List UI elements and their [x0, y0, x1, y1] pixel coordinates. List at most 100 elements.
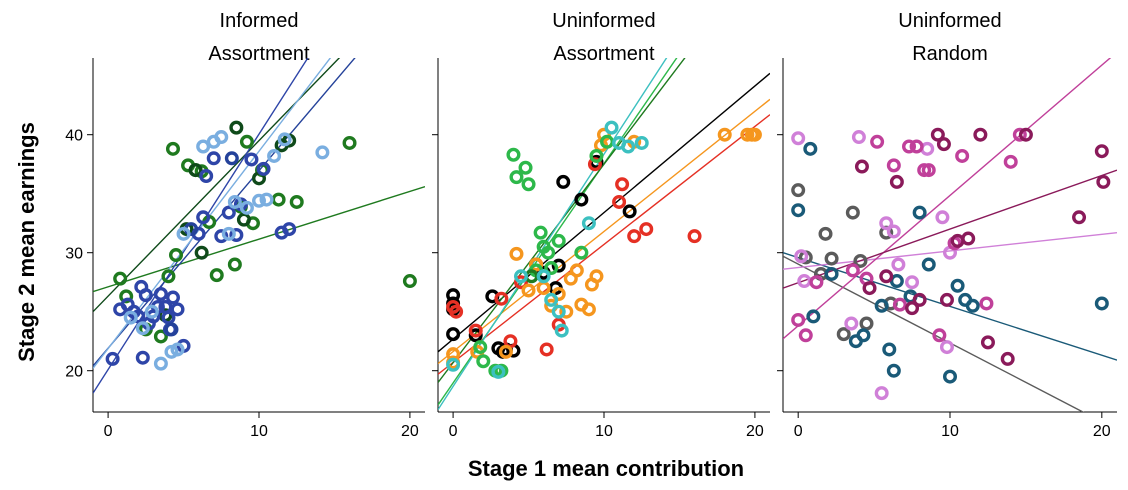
data-point: [627, 229, 642, 244]
data-point: [533, 225, 548, 240]
data-point: [950, 278, 965, 293]
data-point: [514, 275, 529, 290]
data-point: [921, 163, 936, 178]
data-point: [747, 127, 762, 142]
panel-title-line: Uninformed: [898, 10, 1001, 32]
panel-title-line: Assortment: [553, 43, 655, 65]
data-point: [856, 328, 871, 343]
fit-line: [783, 252, 1117, 361]
data-point: [569, 263, 584, 278]
fit-line: [93, 58, 332, 369]
data-point: [168, 248, 183, 263]
data-point: [170, 342, 185, 357]
data-point: [449, 304, 464, 319]
data-point: [935, 210, 950, 225]
fit-line: [438, 58, 668, 411]
data-point: [1096, 174, 1111, 189]
series-3: [105, 151, 297, 366]
data-point: [227, 194, 242, 209]
data-point: [214, 130, 229, 145]
data-point: [612, 194, 627, 209]
data-point: [518, 160, 533, 175]
data-point: [791, 131, 806, 146]
y-tick-label: 20: [65, 364, 83, 381]
x-tick-label: 0: [449, 423, 458, 440]
data-point: [402, 274, 417, 289]
data-point: [209, 268, 224, 283]
data-point: [536, 281, 551, 296]
data-point: [221, 226, 236, 241]
y-tick-label: 30: [65, 246, 83, 263]
data-point: [905, 275, 920, 290]
data-point: [521, 177, 536, 192]
data-point: [468, 323, 483, 338]
data-point: [891, 257, 906, 272]
panel-title-line: Assortment: [208, 43, 310, 65]
data-point: [551, 304, 566, 319]
data-point: [717, 127, 732, 142]
data-point: [853, 253, 868, 268]
data-point: [267, 148, 282, 163]
data-point: [196, 139, 211, 154]
data-point: [794, 249, 809, 264]
data-point: [165, 141, 180, 156]
data-point: [491, 364, 506, 379]
data-point: [979, 296, 994, 311]
data-point: [912, 205, 927, 220]
data-point: [224, 151, 239, 166]
data-point: [544, 261, 559, 276]
plot-area: [438, 58, 770, 411]
data-point: [473, 340, 488, 355]
data-point: [874, 298, 889, 313]
data-point: [123, 310, 138, 325]
data-point: [980, 335, 995, 350]
data-point: [506, 147, 521, 162]
data-point: [509, 246, 524, 261]
data-point: [342, 135, 357, 150]
data-point: [634, 135, 649, 150]
data-point: [119, 289, 134, 304]
x-tick-label: 20: [746, 423, 764, 440]
data-point: [514, 269, 529, 284]
data-point: [165, 290, 180, 305]
data-point: [544, 292, 559, 307]
data-point: [194, 245, 209, 260]
data-point: [943, 369, 958, 384]
data-point: [199, 168, 214, 183]
data-point: [135, 350, 150, 365]
data-point: [176, 226, 191, 241]
data-point: [870, 134, 885, 149]
data-point: [874, 386, 889, 401]
data-point: [153, 287, 168, 302]
data-point: [824, 251, 839, 266]
panel-title-line: Informed: [220, 10, 299, 32]
fit-line: [438, 98, 770, 365]
data-point: [138, 288, 153, 303]
data-point: [574, 192, 589, 207]
data-point: [818, 226, 833, 241]
data-point: [153, 356, 168, 371]
x-tick-label: 10: [595, 423, 613, 440]
data-point: [498, 344, 513, 359]
data-point: [494, 291, 509, 306]
data-point: [256, 161, 271, 176]
x-tick-label: 20: [1093, 423, 1111, 440]
data-point: [587, 157, 602, 172]
data-point: [965, 298, 980, 313]
data-point: [844, 316, 859, 331]
data-point: [536, 269, 551, 284]
data-point: [581, 216, 596, 231]
fit-line: [783, 231, 1117, 270]
data-point: [446, 327, 461, 342]
data-point: [227, 257, 242, 272]
data-point: [921, 257, 936, 272]
data-point: [1094, 296, 1109, 311]
series-3: [791, 130, 958, 401]
data-point: [581, 302, 596, 317]
data-point: [930, 127, 945, 142]
data-point: [259, 192, 274, 207]
data-point: [851, 130, 866, 145]
data-point: [589, 148, 604, 163]
data-point: [539, 342, 554, 357]
